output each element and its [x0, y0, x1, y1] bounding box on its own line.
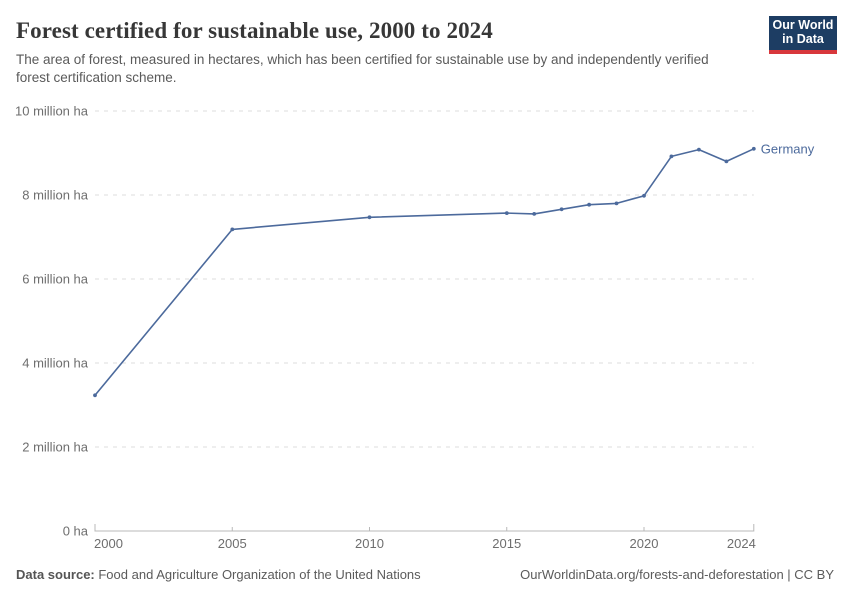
data-point[interactable]: [93, 393, 97, 398]
data-point[interactable]: [504, 211, 509, 215]
chart-footer: Data source: Food and Agriculture Organi…: [0, 566, 850, 583]
x-tick-label: 2005: [218, 536, 247, 551]
series-label[interactable]: Germany: [761, 141, 815, 156]
y-tick-label: 4 million ha: [22, 356, 89, 371]
series-line[interactable]: [94, 148, 755, 396]
x-tick-label: 2015: [492, 536, 521, 551]
datasource-text: Data source: Food and Agriculture Organi…: [16, 566, 421, 583]
data-point[interactable]: [642, 193, 646, 198]
chart-svg[interactable]: 0 ha 2 million ha 4 million ha 6 million ha…: [0, 95, 850, 565]
data-point[interactable]: [697, 147, 701, 152]
datasource-label: Data source:: [16, 567, 95, 582]
data-point[interactable]: [559, 207, 564, 212]
x-tick-label: 2010: [355, 536, 384, 551]
x-tick-label: 2024: [727, 536, 756, 551]
y-tick-label: 6 million ha: [22, 272, 89, 287]
footer-link[interactable]: OurWorldinData.org/forests-and-deforesta…: [520, 567, 834, 582]
y-tick-label: 8 million ha: [22, 188, 89, 203]
owid-logo-line2: in Data: [782, 31, 824, 46]
owid-logo[interactable]: Our World in Data: [769, 16, 837, 54]
data-point[interactable]: [669, 154, 674, 159]
data-point[interactable]: [724, 159, 729, 164]
chart-header: Forest certified for sustainable use, 20…: [0, 0, 850, 86]
y-tick-label: 0 ha: [63, 524, 89, 539]
data-point[interactable]: [614, 201, 619, 206]
y-tick-label: 10 million ha: [15, 104, 89, 119]
x-axis-line: [94, 524, 755, 532]
datasource-value: Food and Agriculture Organization of the…: [94, 567, 421, 582]
data-point[interactable]: [230, 227, 235, 232]
data-point[interactable]: [367, 215, 372, 220]
data-point[interactable]: [751, 146, 756, 151]
owid-logo-line1: Our World: [772, 18, 834, 32]
chart-subtitle: The area of forest, measured in hectares…: [16, 52, 709, 85]
y-tick-label: 2 million ha: [22, 440, 89, 455]
data-point[interactable]: [587, 202, 591, 207]
x-tick-label: 2020: [630, 536, 659, 551]
chart-title: Forest certified for sustainable use, 20…: [16, 18, 493, 43]
data-point[interactable]: [532, 212, 537, 216]
x-tick-label: 2000: [94, 536, 123, 551]
